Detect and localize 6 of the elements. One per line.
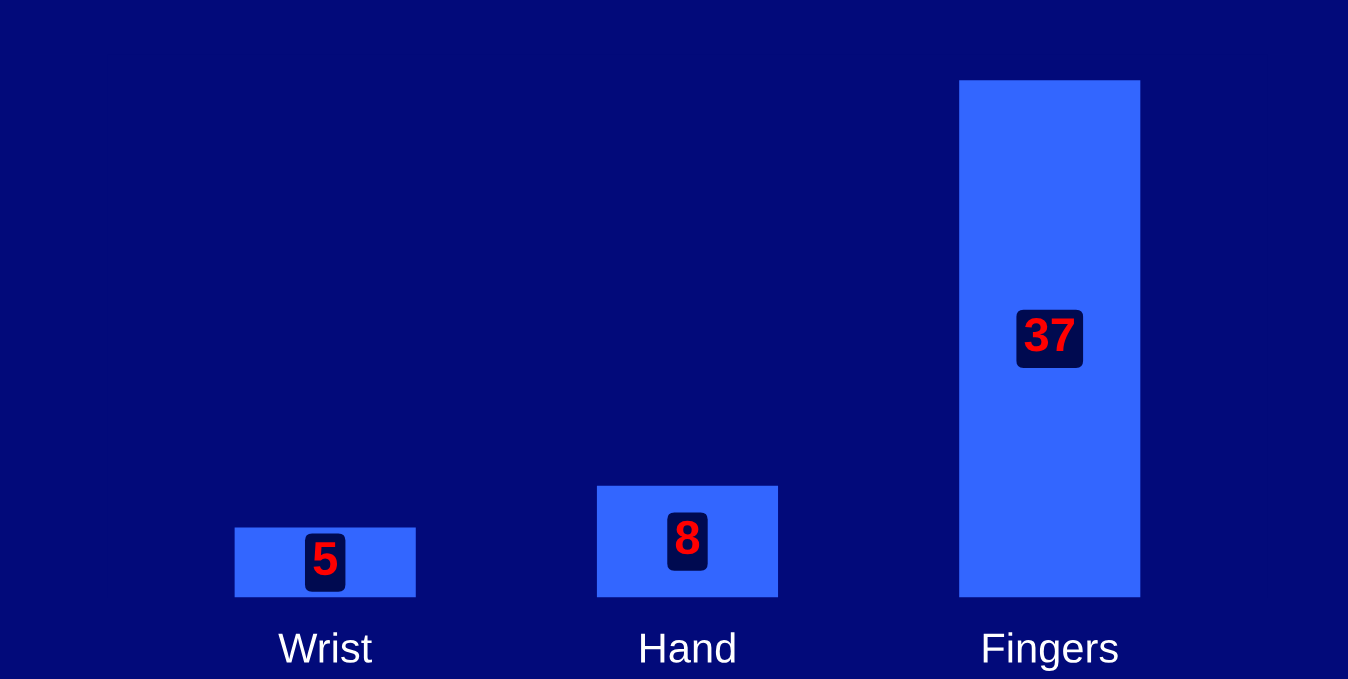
data-label: 8 — [675, 520, 700, 555]
x-tick-label: Wrist — [278, 632, 372, 663]
data-label: 5 — [313, 542, 338, 576]
x-tick-label: Fingers — [983, 632, 1118, 672]
x-tick-label: Hand — [641, 632, 735, 663]
data-label: 37 — [1024, 318, 1074, 352]
